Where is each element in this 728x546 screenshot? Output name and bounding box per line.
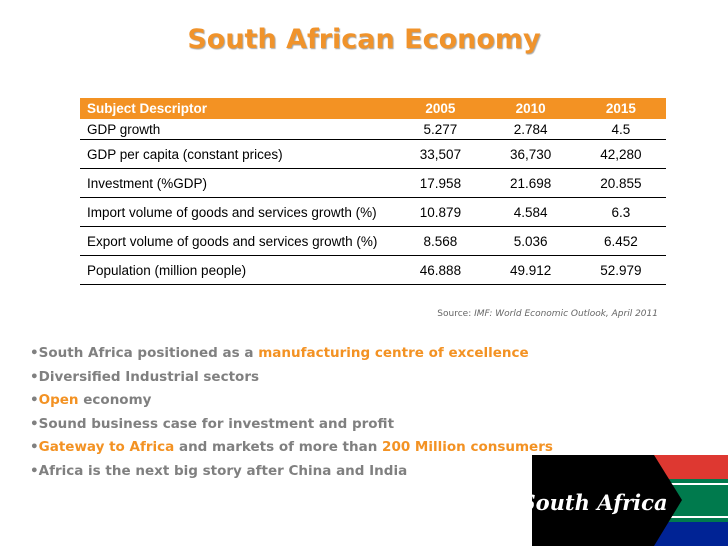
table-row: Investment (%GDP) 17.958 21.698 20.855 xyxy=(80,168,666,198)
column-header-2015: 2015 xyxy=(575,98,666,119)
column-header-subject: Subject Descriptor xyxy=(80,98,396,119)
table-row: Export volume of goods and services grow… xyxy=(80,226,666,256)
row-label: Population (million people) xyxy=(80,255,396,285)
bullet-item: •Diversified Industrial sectors xyxy=(30,366,553,390)
value-2005: 46.888 xyxy=(395,255,486,285)
value-2005: 8.568 xyxy=(395,226,486,256)
row-label: Investment (%GDP) xyxy=(80,168,396,198)
bullet-icon: • xyxy=(30,462,39,479)
value-2010: 5.036 xyxy=(485,226,576,256)
bullet-highlight: Gateway to Africa xyxy=(38,439,175,455)
value-2015: 6.452 xyxy=(575,226,666,256)
bullet-text: Diversified Industrial sectors xyxy=(38,368,260,385)
logo-black-panel xyxy=(532,455,648,546)
table-row: GDP growth 5.277 2.784 4.5 xyxy=(80,119,666,140)
bullet-highlight: manufacturing centre of excellence xyxy=(258,345,529,361)
bullet-text: Africa is the next big story after China… xyxy=(38,462,408,479)
bullet-list: •South Africa positioned as a manufactur… xyxy=(30,342,553,483)
bullet-icon: • xyxy=(30,392,39,408)
value-2010: 21.698 xyxy=(485,168,576,198)
bullet-item: •Africa is the next big story after Chin… xyxy=(30,460,553,484)
page-title: South African Economy xyxy=(187,24,541,55)
bullet-text: South Africa positioned as a xyxy=(38,345,259,361)
column-header-2005: 2005 xyxy=(395,98,486,119)
bullet-item: •South Africa positioned as a manufactur… xyxy=(30,342,553,366)
bullet-text: Sound business case for investment and p… xyxy=(38,415,395,432)
value-2005: 17.958 xyxy=(395,168,486,198)
value-2010: 2.784 xyxy=(485,119,576,140)
bullet-icon: • xyxy=(30,368,39,385)
value-2005: 10.879 xyxy=(395,197,486,227)
bullet-icon: • xyxy=(30,415,39,432)
value-2005: 5.277 xyxy=(395,119,486,140)
economy-table: Subject Descriptor 2005 2010 2015 GDP gr… xyxy=(80,98,666,285)
bullet-text: economy xyxy=(78,392,152,408)
table-row: Population (million people) 46.888 49.91… xyxy=(80,255,666,285)
bullet-highlight: 200 Million consumers xyxy=(382,439,553,455)
column-header-2010: 2010 xyxy=(485,98,576,119)
row-label: GDP per capita (constant prices) xyxy=(80,139,396,169)
bullet-item: •Open economy xyxy=(30,389,553,413)
value-2015: 6.3 xyxy=(575,197,666,227)
value-2010: 4.584 xyxy=(485,197,576,227)
value-2010: 36,730 xyxy=(485,139,576,169)
bullet-item: •Sound business case for investment and … xyxy=(30,413,553,437)
bullet-text: and markets of more than xyxy=(174,439,383,455)
row-label: Import volume of goods and services grow… xyxy=(80,197,396,227)
value-2015: 20.855 xyxy=(575,168,666,198)
bullet-highlight: Open xyxy=(38,392,79,408)
source-citation: Source: IMF: World Economic Outlook, Apr… xyxy=(437,309,658,319)
value-2015: 52.979 xyxy=(575,255,666,285)
value-2005: 33,507 xyxy=(395,139,486,169)
value-2015: 42,280 xyxy=(575,139,666,169)
logo-text: South Africa xyxy=(532,490,668,515)
bullet-icon: • xyxy=(30,345,39,361)
value-2015: 4.5 xyxy=(575,119,666,140)
bullet-item: •Gateway to Africa and markets of more t… xyxy=(30,436,553,460)
south-africa-logo: South Africa xyxy=(532,455,728,546)
table-header-row: Subject Descriptor 2005 2010 2015 xyxy=(80,98,666,119)
table-row: GDP per capita (constant prices) 33,507 … xyxy=(80,139,666,169)
value-2010: 49.912 xyxy=(485,255,576,285)
source-text: IMF: World Economic Outlook, April 2011 xyxy=(474,309,658,319)
row-label: Export volume of goods and services grow… xyxy=(80,226,396,256)
source-prefix: Source: xyxy=(437,309,475,319)
table-row: Import volume of goods and services grow… xyxy=(80,197,666,227)
row-label: GDP growth xyxy=(80,119,396,140)
flag-black-point xyxy=(642,455,682,546)
bullet-icon: • xyxy=(30,439,39,455)
